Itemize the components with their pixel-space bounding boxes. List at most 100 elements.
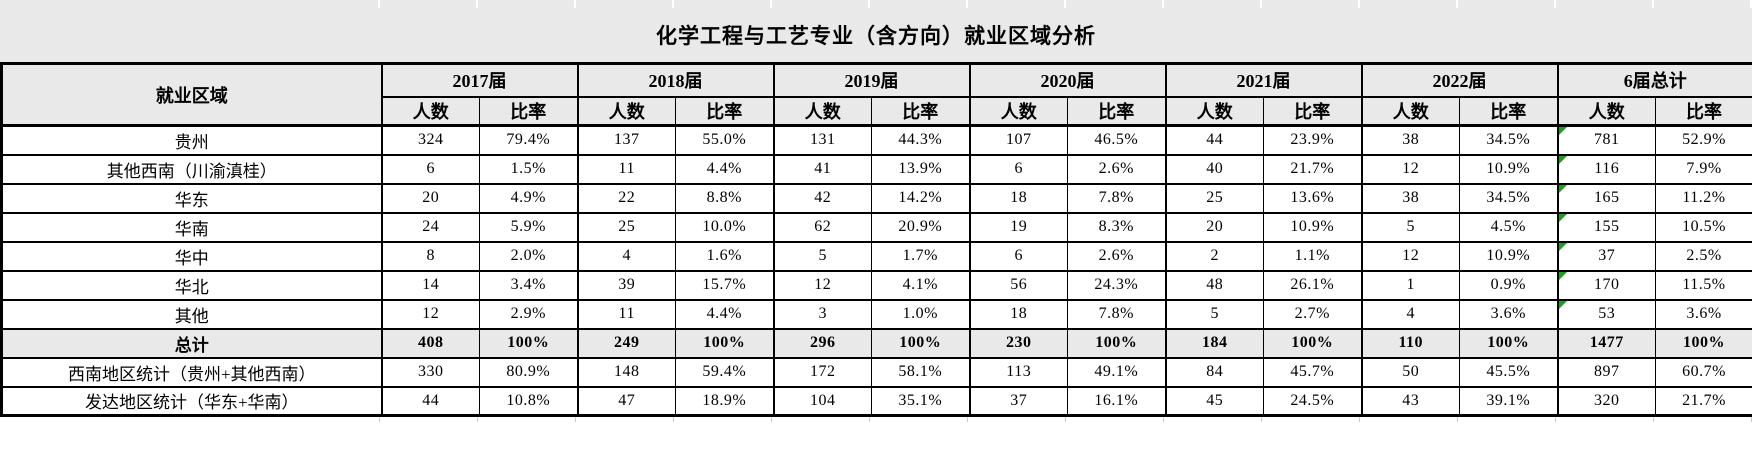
value-cell[interactable]: 52.9%	[1655, 124, 1752, 156]
value-cell[interactable]: 45.7%	[1263, 356, 1362, 388]
value-cell[interactable]: 100%	[675, 327, 774, 359]
value-cell[interactable]: 44	[1164, 124, 1264, 156]
value-cell[interactable]: 34.5%	[1459, 182, 1558, 214]
value-cell[interactable]: 6	[968, 153, 1068, 185]
value-cell[interactable]: 42	[772, 182, 872, 214]
value-cell[interactable]: 45	[1164, 385, 1264, 417]
value-cell[interactable]: 107	[968, 124, 1068, 156]
subheader-ratio[interactable]: 比率	[479, 95, 578, 127]
value-cell[interactable]: 34.5%	[1459, 124, 1558, 156]
value-cell[interactable]: 100%	[1655, 327, 1752, 359]
region-cell[interactable]: 华东	[1, 182, 383, 214]
region-cell[interactable]: 发达地区统计（华东+华南）	[1, 385, 383, 417]
value-cell[interactable]: 18	[968, 298, 1068, 330]
value-cell[interactable]: 46.5%	[1067, 124, 1166, 156]
value-cell[interactable]: 6	[968, 240, 1068, 272]
value-cell[interactable]: 38	[1360, 124, 1460, 156]
value-cell[interactable]: 13.9%	[871, 153, 970, 185]
value-cell[interactable]: 11	[576, 298, 676, 330]
value-cell[interactable]: 1	[1360, 269, 1460, 301]
value-cell[interactable]: 172	[772, 356, 872, 388]
subheader-count[interactable]: 人数	[968, 95, 1068, 127]
value-cell[interactable]: 79.4%	[479, 124, 578, 156]
value-cell[interactable]: 3.6%	[1655, 298, 1752, 330]
value-cell[interactable]: 1477	[1556, 327, 1656, 359]
value-cell[interactable]: 22	[576, 182, 676, 214]
value-cell[interactable]: 20	[380, 182, 480, 214]
value-cell[interactable]: 230	[968, 327, 1068, 359]
value-cell[interactable]: 20.9%	[871, 211, 970, 243]
col-group-header[interactable]: 2019届	[772, 62, 970, 98]
value-cell[interactable]: 7.9%	[1655, 153, 1752, 185]
value-cell[interactable]: 148	[576, 356, 676, 388]
region-column-header[interactable]: 就业区域	[1, 62, 383, 127]
value-cell[interactable]: 12	[1360, 240, 1460, 272]
value-cell[interactable]: 11.5%	[1655, 269, 1752, 301]
value-cell[interactable]: 50	[1360, 356, 1460, 388]
subheader-count[interactable]: 人数	[1164, 95, 1264, 127]
value-cell[interactable]: 4.4%	[675, 153, 774, 185]
value-cell[interactable]: 2.7%	[1263, 298, 1362, 330]
value-cell[interactable]: 59.4%	[675, 356, 774, 388]
value-cell[interactable]: 16.1%	[1067, 385, 1166, 417]
value-cell[interactable]: 4	[1360, 298, 1460, 330]
value-cell[interactable]: 24.5%	[1263, 385, 1362, 417]
value-cell[interactable]: 100%	[1459, 327, 1558, 359]
value-cell[interactable]: 1.1%	[1263, 240, 1362, 272]
value-cell[interactable]: 18.9%	[675, 385, 774, 417]
value-cell[interactable]: 14.2%	[871, 182, 970, 214]
value-cell[interactable]: 897	[1556, 356, 1656, 388]
value-cell[interactable]: 10.9%	[1263, 211, 1362, 243]
subheader-count[interactable]: 人数	[380, 95, 480, 127]
region-cell[interactable]: 华中	[1, 240, 383, 272]
value-cell[interactable]: 55.0%	[675, 124, 774, 156]
value-cell[interactable]: 37	[1556, 240, 1656, 272]
value-cell[interactable]: 320	[1556, 385, 1656, 417]
subheader-count[interactable]: 人数	[576, 95, 676, 127]
col-group-header[interactable]: 2020届	[968, 62, 1166, 98]
value-cell[interactable]: 155	[1556, 211, 1656, 243]
region-cell[interactable]: 西南地区统计（贵州+其他西南）	[1, 356, 383, 388]
value-cell[interactable]: 24.3%	[1067, 269, 1166, 301]
value-cell[interactable]: 39	[576, 269, 676, 301]
value-cell[interactable]: 110	[1360, 327, 1460, 359]
value-cell[interactable]: 10.9%	[1459, 153, 1558, 185]
region-cell[interactable]: 华北	[1, 269, 383, 301]
value-cell[interactable]: 8.3%	[1067, 211, 1166, 243]
value-cell[interactable]: 84	[1164, 356, 1264, 388]
subheader-ratio[interactable]: 比率	[1067, 95, 1166, 127]
value-cell[interactable]: 7.8%	[1067, 298, 1166, 330]
value-cell[interactable]: 3.4%	[479, 269, 578, 301]
value-cell[interactable]: 11.2%	[1655, 182, 1752, 214]
value-cell[interactable]: 53	[1556, 298, 1656, 330]
value-cell[interactable]: 10.5%	[1655, 211, 1752, 243]
value-cell[interactable]: 60.7%	[1655, 356, 1752, 388]
value-cell[interactable]: 4.1%	[871, 269, 970, 301]
value-cell[interactable]: 330	[380, 356, 480, 388]
region-cell[interactable]: 贵州	[1, 124, 383, 156]
subheader-ratio[interactable]: 比率	[1459, 95, 1558, 127]
value-cell[interactable]: 165	[1556, 182, 1656, 214]
region-cell[interactable]: 其他	[1, 298, 383, 330]
value-cell[interactable]: 24	[380, 211, 480, 243]
value-cell[interactable]: 43	[1360, 385, 1460, 417]
value-cell[interactable]: 324	[380, 124, 480, 156]
value-cell[interactable]: 100%	[479, 327, 578, 359]
value-cell[interactable]: 18	[968, 182, 1068, 214]
value-cell[interactable]: 8.8%	[675, 182, 774, 214]
value-cell[interactable]: 5	[772, 240, 872, 272]
value-cell[interactable]: 48	[1164, 269, 1264, 301]
value-cell[interactable]: 58.1%	[871, 356, 970, 388]
value-cell[interactable]: 100%	[1067, 327, 1166, 359]
value-cell[interactable]: 6	[380, 153, 480, 185]
col-group-header[interactable]: 2018届	[576, 62, 774, 98]
value-cell[interactable]: 170	[1556, 269, 1656, 301]
value-cell[interactable]: 25	[576, 211, 676, 243]
value-cell[interactable]: 41	[772, 153, 872, 185]
value-cell[interactable]: 23.9%	[1263, 124, 1362, 156]
value-cell[interactable]: 12	[772, 269, 872, 301]
value-cell[interactable]: 131	[772, 124, 872, 156]
value-cell[interactable]: 2.6%	[1067, 240, 1166, 272]
col-group-header[interactable]: 2022届	[1360, 62, 1558, 98]
value-cell[interactable]: 5	[1360, 211, 1460, 243]
